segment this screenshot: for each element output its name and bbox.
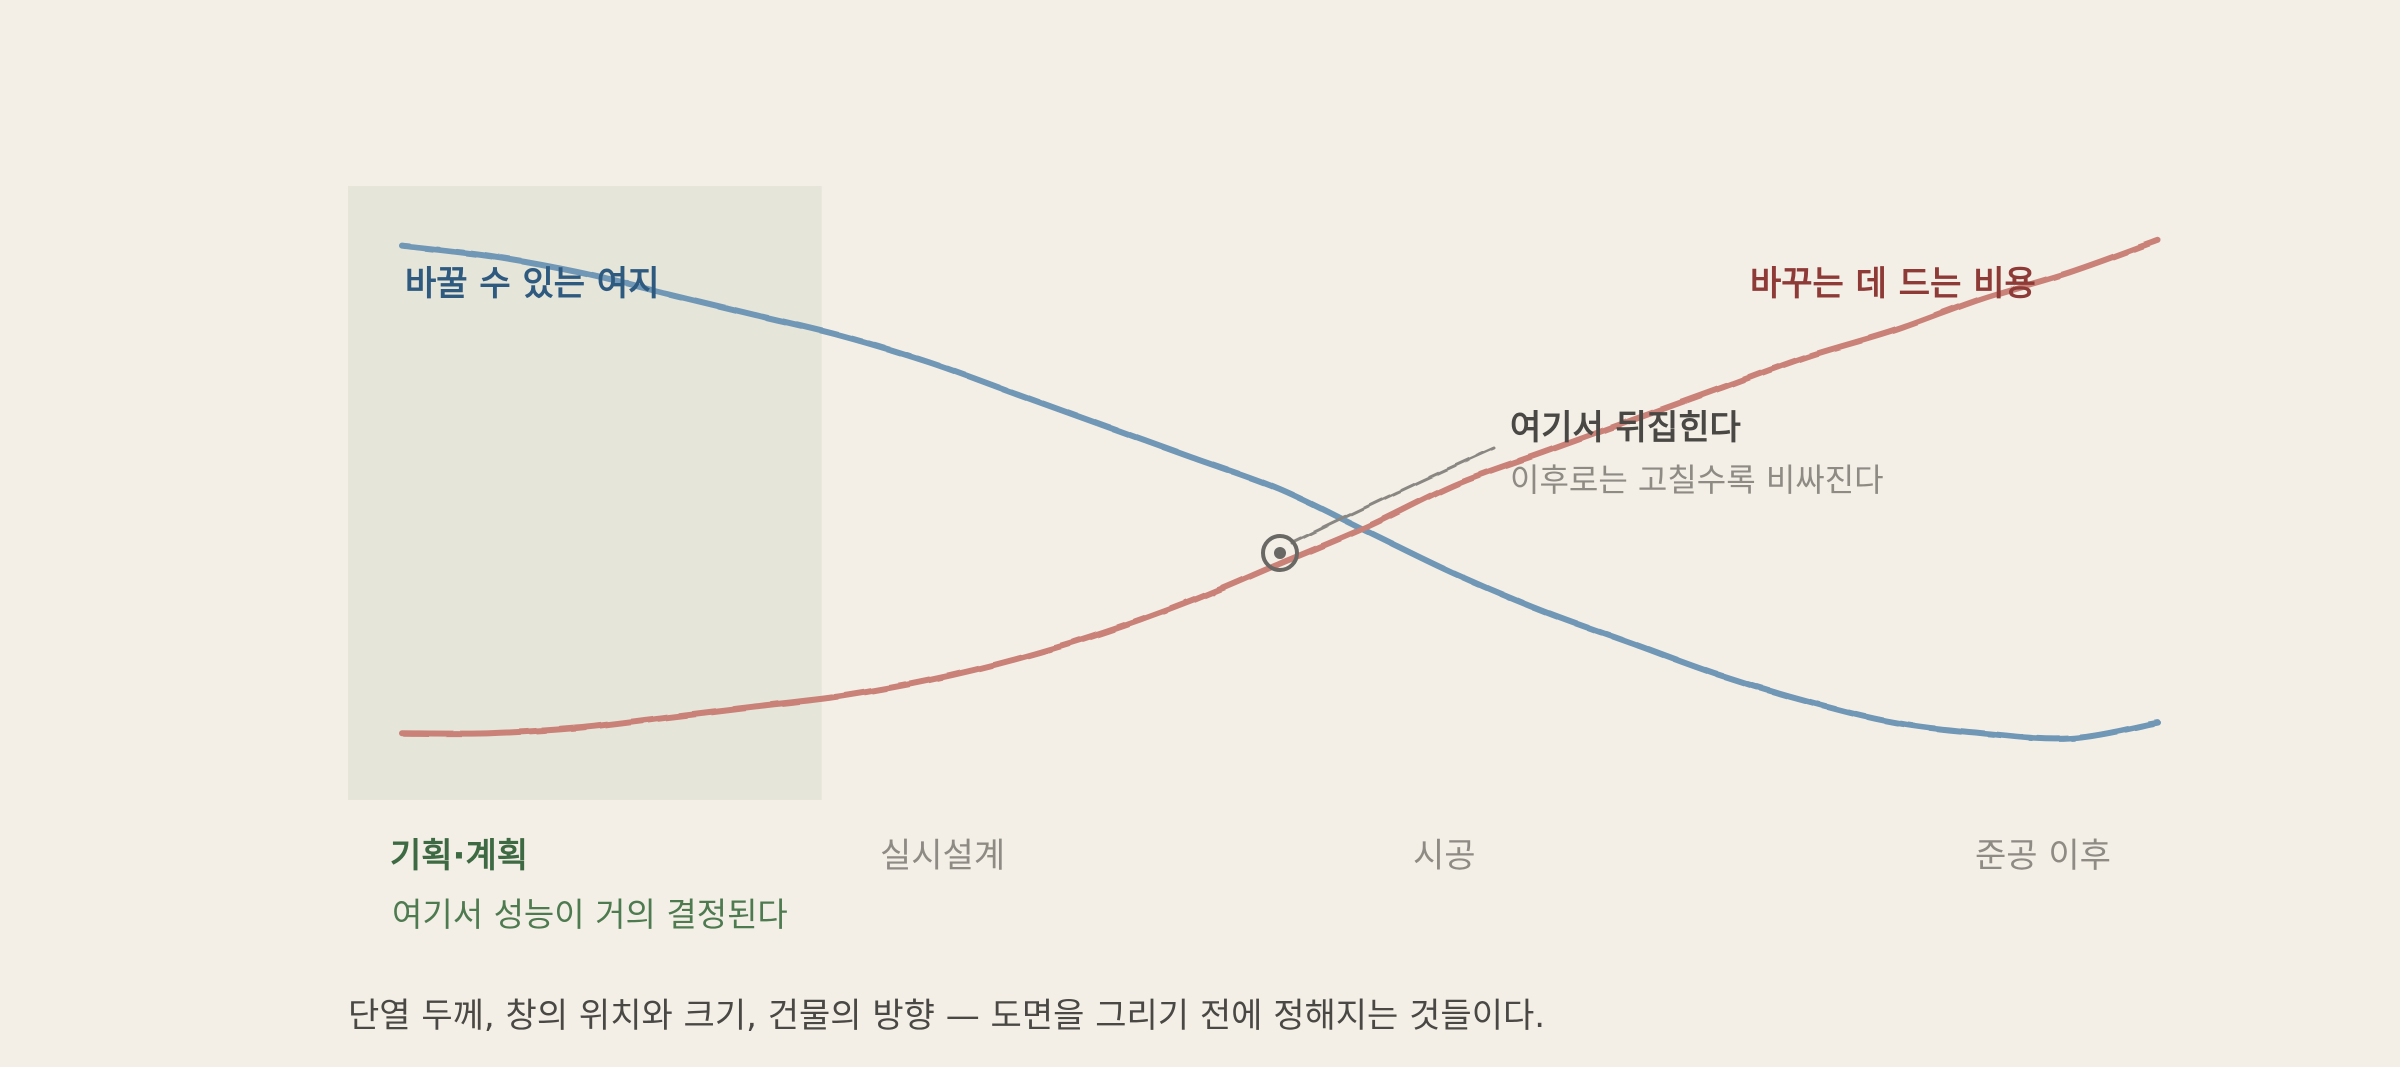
annotation-subtitle: 이후로는 고칠수록 비싸진다: [1510, 461, 1884, 499]
series-label-cost: 바꾸는 데 드는 비용: [1750, 264, 2036, 304]
crossover-marker-ring: [1261, 534, 1299, 572]
x-tick-label-construction: 시공: [1413, 836, 1476, 876]
series-line-cost: [399, 237, 2161, 737]
planning-phase-region: [348, 186, 822, 800]
chart-caption: 단열 두께, 창의 위치와 크기, 건물의 방향 — 도면을 그리기 전에 정해…: [348, 996, 1546, 1036]
annotation-leader-line: [1290, 446, 1496, 545]
crossover-marker-dot: [1274, 547, 1286, 559]
planning-phase-note: 여기서 성능이 거의 결정된다: [392, 895, 788, 934]
series-line-flexibility: [399, 242, 2161, 742]
series-label-flexibility: 바꿀 수 있는 여지: [405, 264, 660, 304]
x-tick-label-post-completion: 준공 이후: [1975, 836, 2111, 876]
x-tick-label-design: 실시설계: [880, 836, 1006, 876]
annotation-title: 여기서 뒤집힌다: [1510, 408, 1741, 448]
x-tick-label-planning: 기획·계획: [390, 836, 529, 876]
